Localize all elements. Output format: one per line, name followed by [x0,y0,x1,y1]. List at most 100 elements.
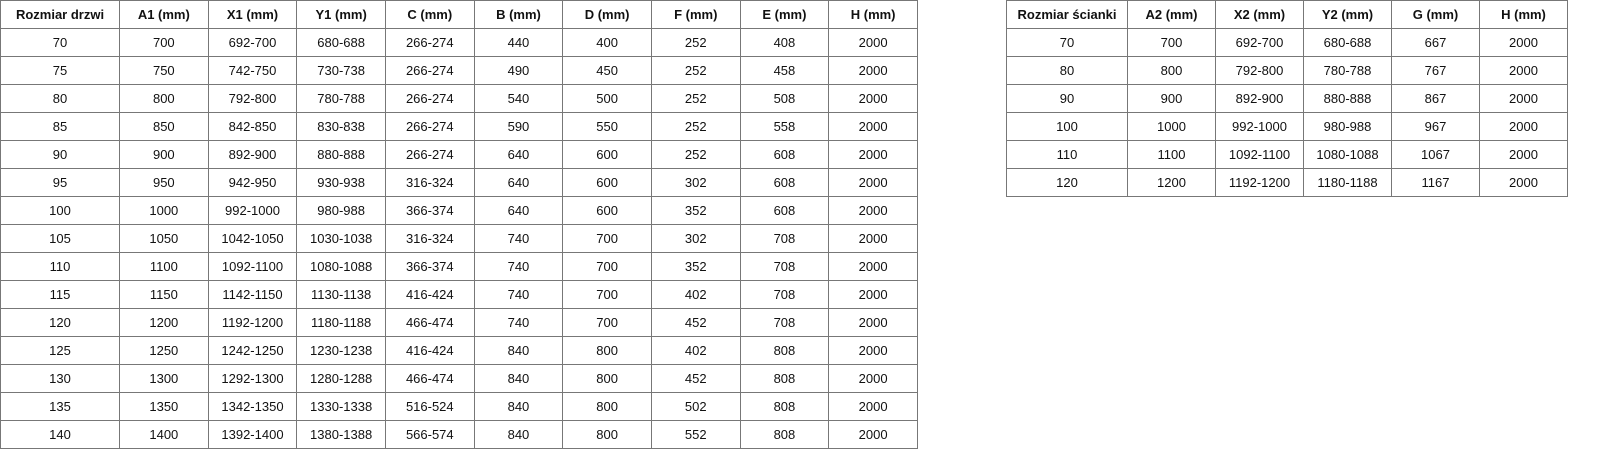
door-dimensions-table: Rozmiar drzwi A1 (mm) X1 (mm) Y1 (mm) C (mm)… [0,0,918,449]
table-cell: 400 [562,28,652,57]
column-header: H (mm) [828,0,918,29]
table-cell: 840 [473,336,564,365]
table-cell: 800 [562,420,652,449]
table-cell: 80 [0,84,120,113]
table-cell: 2000 [828,392,918,421]
table-cell: 800 [562,392,652,421]
table-cell: 2000 [828,420,918,449]
table-row: 120 1200 1192-1200 1180-1188 466-474 740 700 45… [0,308,918,337]
table-cell: 1030-1038 [296,224,386,253]
table-cell: 416-424 [384,336,475,365]
table-cell: 266-274 [384,84,475,113]
table-cell: 1067 [1391,140,1480,169]
table-cell: 1192-1200 [1215,168,1304,197]
table-cell: 700 [562,280,652,309]
table-cell: 366-374 [384,252,475,281]
table-cell: 1092-1100 [1215,140,1304,169]
table-cell: 1080-1088 [296,252,386,281]
table-cell: 808 [739,392,830,421]
column-header: F (mm) [650,0,741,29]
column-header: Rozmiar drzwi [0,0,120,29]
table-cell: 950 [119,168,209,197]
table-cell: 967 [1391,112,1480,141]
table-cell: 550 [562,112,652,141]
column-header: X1 (mm) [207,0,298,29]
column-header: G (mm) [1391,0,1480,29]
table-cell: 2000 [828,56,918,85]
table-cell: 558 [739,112,830,141]
table-cell: 680-688 [296,28,386,57]
table-cell: 1142-1150 [207,280,298,309]
table-cell: 552 [650,420,741,449]
table-cell: 2000 [828,252,918,281]
table-cell: 452 [650,308,741,337]
table-cell: 1392-1400 [207,420,298,449]
table-row: 105 1050 1042-1050 1030-1038 316-324 740 700 30… [0,224,918,253]
header-row: Rozmiar drzwi A1 (mm) X1 (mm) Y1 (mm) C (mm)… [0,0,918,29]
table-cell: 2000 [828,364,918,393]
table-row: 90 900 892-900 880-888 266-274 640 600 252 608 20… [0,140,918,169]
table-cell: 880-888 [296,140,386,169]
table-cell: 2000 [1479,112,1568,141]
table-cell: 120 [1006,168,1128,197]
table-cell: 70 [0,28,120,57]
table-row: 140 1400 1392-1400 1380-1388 566-574 840 800 55… [0,420,918,449]
table-row: 75 750 742-750 730-738 266-274 490 450 252 458 20… [0,56,918,85]
table-cell: 840 [473,364,564,393]
table-cell: 590 [473,112,564,141]
table-cell: 566-574 [384,420,475,449]
table-cell: 692-700 [1215,28,1304,57]
column-header: H (mm) [1479,0,1568,29]
table-cell: 2000 [1479,168,1568,197]
table-row: 115 1150 1142-1150 1130-1138 416-424 740 700 40… [0,280,918,309]
column-header: E (mm) [739,0,830,29]
table-cell: 892-900 [207,140,298,169]
table-cell: 740 [473,280,564,309]
table-cell: 266-274 [384,112,475,141]
table-cell: 1280-1288 [296,364,386,393]
table-cell: 808 [739,364,830,393]
table-cell: 730-738 [296,56,386,85]
table-cell: 892-900 [1215,84,1304,113]
table-row: 125 1250 1242-1250 1230-1238 416-424 840 800 40… [0,336,918,365]
table-cell: 608 [739,140,830,169]
table-cell: 450 [562,56,652,85]
table-cell: 452 [650,364,741,393]
table-cell: 1100 [1127,140,1216,169]
table-cell: 440 [473,28,564,57]
table-cell: 708 [739,252,830,281]
table-cell: 980-988 [1303,112,1392,141]
table-cell: 316-324 [384,224,475,253]
table-cell: 667 [1391,28,1480,57]
table-cell: 700 [562,224,652,253]
table-cell: 640 [473,140,564,169]
table-cell: 508 [739,84,830,113]
table-cell: 90 [0,140,120,169]
table-cell: 2000 [1479,140,1568,169]
column-header: Y2 (mm) [1303,0,1392,29]
table-cell: 840 [473,420,564,449]
table-cell: 2000 [1479,84,1568,113]
table-cell: 608 [739,196,830,225]
table-cell: 708 [739,308,830,337]
table-cell: 1342-1350 [207,392,298,421]
table-row: 135 1350 1342-1350 1330-1338 516-524 840 800 50… [0,392,918,421]
column-header: A2 (mm) [1127,0,1216,29]
table-cell: 80 [1006,56,1128,85]
table-cell: 95 [0,168,120,197]
table-cell: 125 [0,336,120,365]
table-row: 80 800 792-800 780-788 767 2000 [1006,56,1568,85]
table-cell: 252 [650,140,741,169]
table-cell: 1400 [119,420,209,449]
table-row: 70 700 692-700 680-688 667 2000 [1006,28,1568,57]
table-cell: 740 [473,224,564,253]
table-cell: 2000 [828,168,918,197]
table-cell: 2000 [828,84,918,113]
table-row: 120 1200 1192-1200 1180-1188 1167 2000 [1006,168,1568,197]
table-cell: 110 [0,252,120,281]
table-cell: 840 [473,392,564,421]
table-cell: 2000 [828,112,918,141]
table-cell: 502 [650,392,741,421]
table-cell: 850 [119,112,209,141]
table-row: 70 700 692-700 680-688 266-274 440 400 252 408 20… [0,28,918,57]
